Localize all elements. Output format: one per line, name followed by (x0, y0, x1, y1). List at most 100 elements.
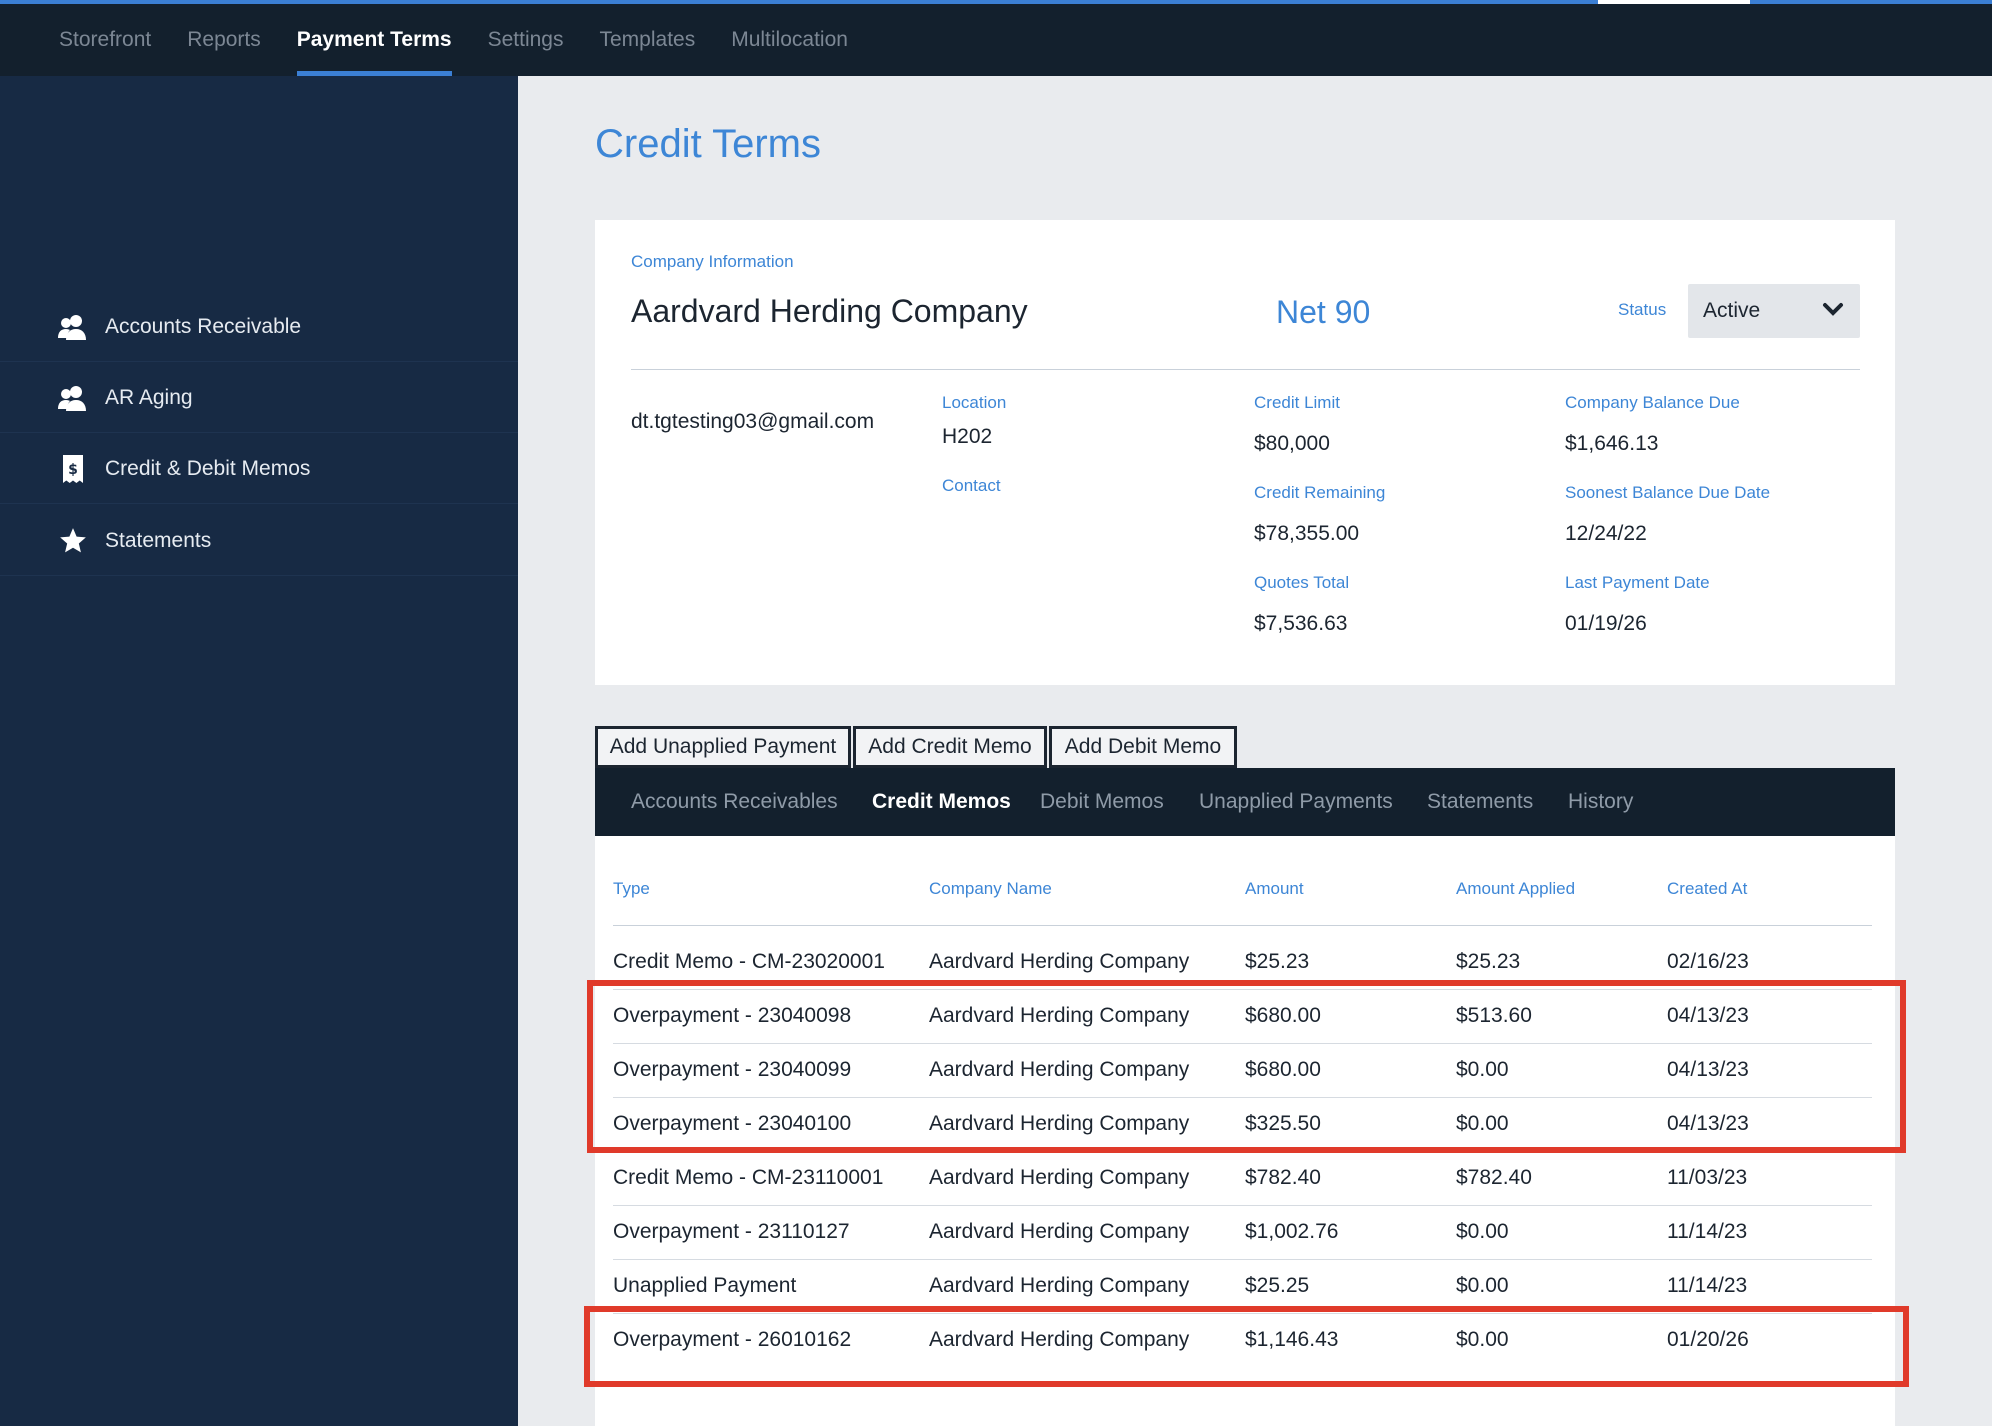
cell-type: Overpayment - 23110127 (613, 1220, 850, 1243)
page-title: Credit Terms (595, 122, 821, 166)
cell-amount-applied: $782.40 (1456, 1166, 1532, 1189)
cell-company-name: Aardvard Herding Company (929, 1112, 1190, 1135)
sidebar-item-statements[interactable]: Statements (0, 506, 518, 576)
nav-item-settings[interactable]: Settings (487, 28, 564, 51)
table-row[interactable]: Credit Memo - CM-23020001 Aardvard Herdi… (613, 936, 1872, 990)
credit-remaining-value: $78,355.00 (1254, 522, 1360, 545)
sidebar-item-ar-aging[interactable]: AR Aging (0, 363, 518, 433)
table-row[interactable]: Unapplied Payment Aardvard Herding Compa… (613, 1260, 1872, 1314)
cell-type: Credit Memo - CM-23110001 (613, 1166, 884, 1189)
quotes-total-label: Quotes Total (1254, 573, 1350, 592)
users-icon (58, 312, 88, 342)
table-row[interactable]: Overpayment - 23040099 Aardvard Herding … (613, 1044, 1872, 1098)
cell-company-name: Aardvard Herding Company (929, 1004, 1190, 1027)
top-nav-menu: Storefront Reports Payment Terms Setting… (59, 0, 884, 76)
table-row[interactable]: Credit Memo - CM-23110001 Aardvard Herdi… (613, 1152, 1872, 1206)
top-accent-gap (1598, 0, 1750, 4)
add-unapplied-payment-button[interactable]: Add Unapplied Payment (595, 726, 851, 768)
cell-amount-applied: $0.00 (1456, 1220, 1509, 1243)
cell-amount: $1,002.76 (1245, 1220, 1339, 1243)
location-value: H202 (942, 425, 993, 448)
cell-amount-applied: $0.00 (1456, 1112, 1509, 1135)
cell-company-name: Aardvard Herding Company (929, 1058, 1190, 1081)
status-select[interactable]: Active (1688, 284, 1860, 338)
company-name: Aardvard Herding Company (631, 293, 1028, 329)
sidebar-item-credit-debit-memos[interactable]: $ Credit & Debit Memos (0, 434, 518, 504)
column-header-created-at[interactable]: Created At (1667, 879, 1748, 898)
cell-amount: $680.00 (1245, 1004, 1321, 1027)
cell-company-name: Aardvard Herding Company (929, 1220, 1190, 1243)
cell-amount: $25.23 (1245, 950, 1310, 973)
cell-created-at: 04/13/23 (1667, 1004, 1749, 1027)
cell-amount-applied: $0.00 (1456, 1328, 1509, 1351)
nav-item-payment-terms[interactable]: Payment Terms (296, 0, 452, 76)
quotes-total-value: $7,536.63 (1254, 612, 1348, 635)
cell-company-name: Aardvard Herding Company (929, 1328, 1190, 1351)
cell-created-at: 11/14/23 (1667, 1274, 1748, 1297)
cell-type: Overpayment - 23040098 (613, 1004, 852, 1027)
tab-unapplied-payments[interactable]: Unapplied Payments (1199, 790, 1393, 813)
cell-type: Credit Memo - CM-23020001 (613, 950, 885, 973)
credit-remaining-label: Credit Remaining (1254, 483, 1386, 502)
credit-memos-table: Type Company Name Amount Amount Applied … (595, 836, 1895, 1426)
chevron-down-icon (1822, 301, 1844, 319)
company-email: dt.tgtesting03@gmail.com (631, 410, 875, 433)
contact-label: Contact (942, 476, 1001, 495)
nav-item-templates[interactable]: Templates (599, 28, 696, 51)
tab-credit-memos[interactable]: Credit Memos (872, 790, 1011, 813)
cell-amount-applied: $0.00 (1456, 1274, 1509, 1297)
cell-created-at: 04/13/23 (1667, 1112, 1749, 1135)
users-icon (58, 383, 88, 413)
sidebar: Accounts Receivable AR Aging $ Credit & … (0, 76, 518, 1426)
cell-created-at: 04/13/23 (1667, 1058, 1749, 1081)
sidebar-item-label: Accounts Receivable (105, 314, 302, 338)
location-label: Location (942, 393, 1007, 412)
cell-created-at: 11/03/23 (1667, 1166, 1748, 1189)
column-header-amount[interactable]: Amount (1245, 879, 1304, 898)
table-row[interactable]: Overpayment - 23040098 Aardvard Herding … (613, 990, 1872, 1044)
credit-limit-value: $80,000 (1254, 432, 1330, 455)
company-info-label: Company Information (631, 252, 794, 271)
cell-created-at: 01/20/26 (1667, 1328, 1749, 1351)
star-icon (58, 526, 88, 556)
cell-amount-applied: $25.23 (1456, 950, 1521, 973)
cell-company-name: Aardvard Herding Company (929, 950, 1190, 973)
cell-type: Overpayment - 23040100 (613, 1112, 852, 1135)
tab-history[interactable]: History (1568, 790, 1634, 813)
tab-accounts-receivables[interactable]: Accounts Receivables (631, 790, 838, 813)
credit-limit-label: Credit Limit (1254, 393, 1340, 412)
table-row[interactable]: Overpayment - 26010162 Aardvard Herding … (613, 1314, 1872, 1368)
cell-created-at: 02/16/23 (1667, 950, 1749, 973)
nav-item-multilocation[interactable]: Multilocation (731, 28, 848, 51)
soonest-due-label: Soonest Balance Due Date (1565, 483, 1771, 502)
balance-due-value: $1,646.13 (1565, 432, 1659, 455)
cell-amount-applied: $0.00 (1456, 1058, 1509, 1081)
cell-created-at: 11/14/23 (1667, 1220, 1748, 1243)
column-header-company-name[interactable]: Company Name (929, 879, 1052, 898)
add-debit-memo-button[interactable]: Add Debit Memo (1049, 726, 1237, 768)
card-divider (631, 369, 1860, 370)
add-credit-memo-button[interactable]: Add Credit Memo (853, 726, 1047, 768)
top-navigation-bar: Storefront Reports Payment Terms Setting… (0, 0, 1992, 76)
svg-text:$: $ (68, 462, 78, 478)
nav-item-storefront[interactable]: Storefront (59, 28, 152, 51)
receipt-icon: $ (58, 454, 88, 484)
tab-statements[interactable]: Statements (1427, 790, 1534, 813)
cell-amount: $1,146.43 (1245, 1328, 1339, 1351)
cell-amount-applied: $513.60 (1456, 1004, 1532, 1027)
table-row[interactable]: Overpayment - 23110127 Aardvard Herding … (613, 1206, 1872, 1260)
tab-debit-memos[interactable]: Debit Memos (1040, 790, 1164, 813)
sidebar-item-accounts-receivable[interactable]: Accounts Receivable (0, 292, 518, 362)
cell-type: Overpayment - 23040099 (613, 1058, 852, 1081)
nav-item-reports[interactable]: Reports (187, 28, 261, 51)
column-header-amount-applied[interactable]: Amount Applied (1456, 879, 1576, 898)
status-select-value: Active (1703, 299, 1761, 322)
balance-due-label: Company Balance Due (1565, 393, 1740, 412)
top-accent-line (0, 0, 1992, 4)
cell-amount: $782.40 (1245, 1166, 1321, 1189)
column-header-type[interactable]: Type (613, 879, 650, 898)
sidebar-item-label: Statements (105, 528, 212, 552)
company-info-card: Company Information Aardvard Herding Com… (595, 220, 1895, 685)
soonest-due-value: 12/24/22 (1565, 522, 1647, 545)
table-row[interactable]: Overpayment - 23040100 Aardvard Herding … (613, 1098, 1872, 1152)
